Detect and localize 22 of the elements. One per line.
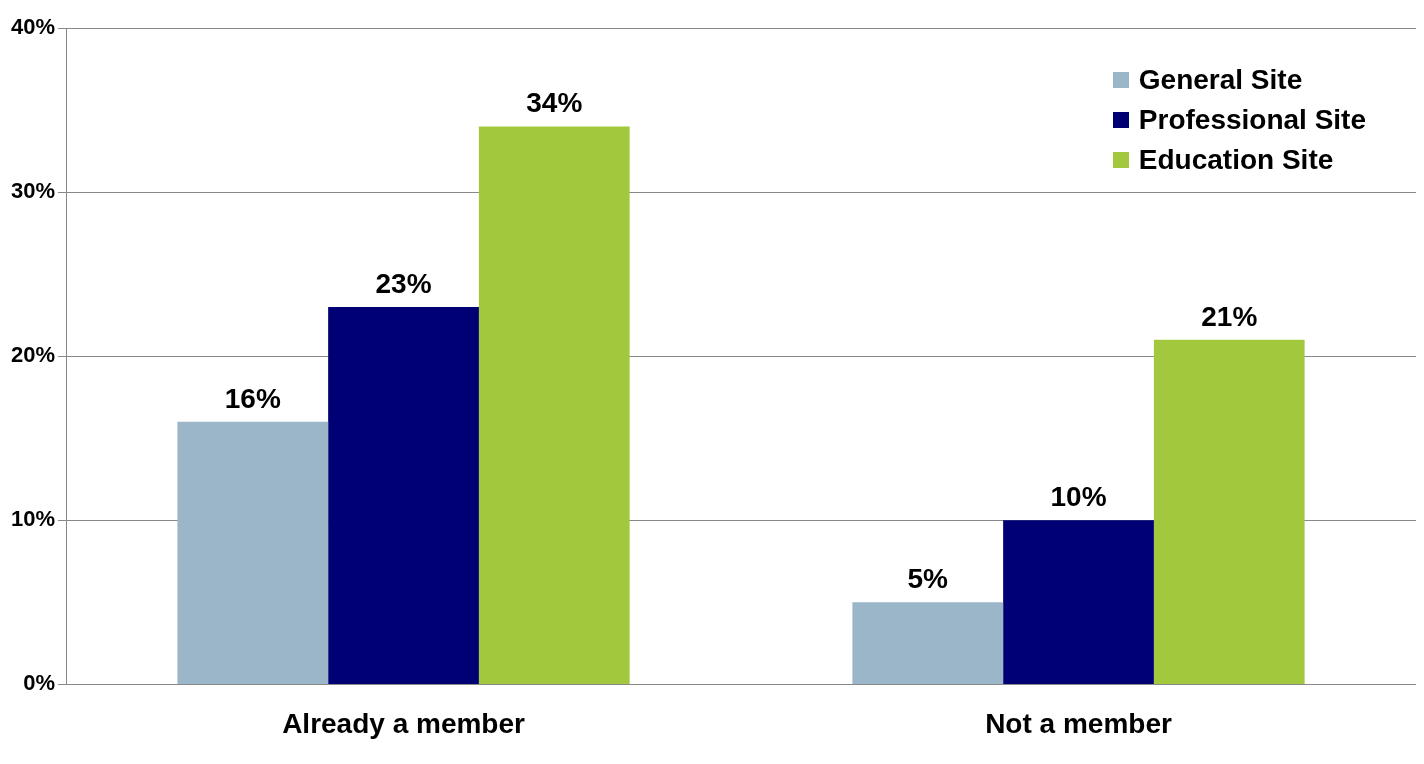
data-label: 23% xyxy=(375,267,432,299)
bar xyxy=(328,306,479,684)
data-label: 10% xyxy=(1050,481,1107,513)
y-tick-label: 10% xyxy=(10,506,56,532)
data-label: 5% xyxy=(907,563,949,595)
bar xyxy=(1153,339,1305,684)
legend-label: Professional Site xyxy=(1138,104,1366,136)
data-label: 21% xyxy=(1201,300,1258,332)
x-tick-label: Not a member xyxy=(985,707,1172,739)
y-tick-label: 0% xyxy=(23,670,56,696)
y-tick-label: 30% xyxy=(10,178,56,204)
data-label: 16% xyxy=(224,382,281,414)
legend-label: General Site xyxy=(1138,64,1303,96)
y-tick-label: 40% xyxy=(10,14,56,40)
data-label: 34% xyxy=(526,87,583,119)
bar xyxy=(1003,520,1154,684)
bar xyxy=(478,126,630,684)
legend-label: Education Site xyxy=(1138,144,1334,176)
bar xyxy=(177,421,329,684)
y-tick-label: 20% xyxy=(10,342,56,368)
x-tick-label: Already a member xyxy=(282,707,526,739)
bar xyxy=(852,602,1004,684)
